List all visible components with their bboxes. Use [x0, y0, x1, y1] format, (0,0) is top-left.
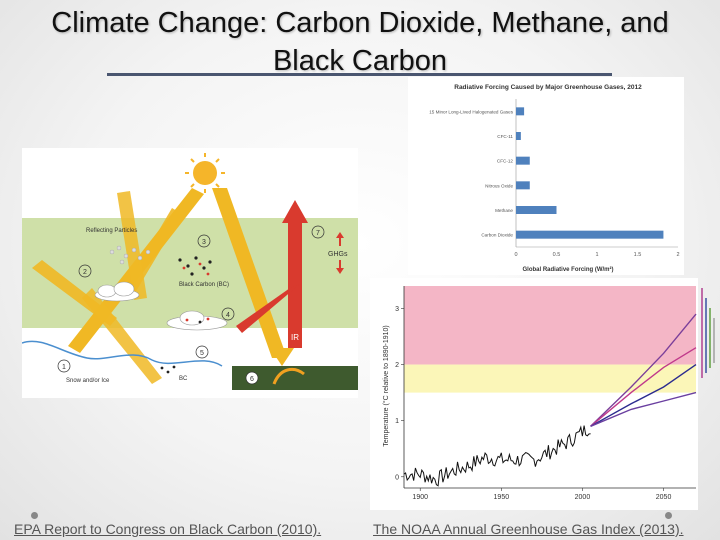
bar — [516, 107, 525, 116]
projection-series-line — [590, 347, 697, 427]
bar-chart-x-tick: 2 — [676, 252, 679, 258]
bar-category-label: Nitrous Oxide — [485, 183, 513, 188]
temperature-chart-x-tick: 1950 — [494, 494, 510, 501]
radiative-forcing-chart: Radiative Forcing Caused by Major Greenh… — [408, 77, 684, 275]
reflecting-particles-cluster — [109, 245, 151, 265]
temperature-projection-chart: Temperature (°C relative to 1890-1910) 0… — [370, 278, 698, 510]
reflected-ray-3 — [82, 288, 162, 384]
reflected-ray-2 — [117, 191, 147, 300]
step-markers: 1 2 3 4 5 6 7 — [57, 225, 325, 385]
infrared-arrow-head — [282, 200, 308, 223]
bar-chart-x-tick: 0 — [514, 252, 517, 258]
infrared-branch — [236, 284, 300, 333]
warming-band-pink — [404, 286, 696, 365]
bar-chart-xlabel: Global Radiative Forcing (W/m²) — [522, 266, 613, 273]
snow-ice-surface — [21, 340, 223, 367]
right-source-link[interactable]: The NOAA Annual Greenhouse Gas Index (20… — [373, 521, 684, 537]
black-carbon-particles-cluster — [178, 256, 212, 276]
bc-label: BC — [179, 376, 188, 382]
step-marker-7: 7 — [316, 230, 320, 237]
bar — [516, 156, 530, 165]
cloud-icon — [94, 281, 140, 302]
black-carbon-label: Black Carbon (BC) — [179, 282, 229, 288]
heat-particles-cluster — [182, 262, 210, 276]
bar-chart-x-tick: 0.5 — [553, 252, 561, 258]
snow-ice-label: Snow and/or Ice — [66, 378, 110, 384]
bc-on-snow-particles — [160, 365, 176, 374]
projection-series-line — [590, 391, 697, 427]
temperature-chart-y-tick: 2 — [395, 362, 399, 369]
title-divider — [107, 73, 612, 76]
bar-chart-x-tick: 1.5 — [634, 252, 642, 258]
temperature-chart-x-tick: 2000 — [575, 494, 591, 501]
temperature-projection-chart-svg: Temperature (°C relative to 1890-1910) 0… — [382, 286, 697, 501]
step-marker-5: 5 — [200, 350, 204, 357]
step-marker-1: 1 — [62, 364, 66, 371]
bar-category-label: CFC-11 — [497, 134, 513, 139]
bc-cloud-icon — [166, 310, 228, 331]
left-source-link[interactable]: EPA Report to Congress on Black Carbon (… — [14, 521, 322, 537]
ghg-arrows-icon — [336, 232, 344, 274]
bar-category-label: 15 Minor Long-Lived Halogenated Gases — [429, 109, 513, 114]
slide-title: Climate Change: Carbon Dioxide, Methane,… — [0, 4, 720, 80]
ghgs-label: GHGs — [328, 251, 348, 258]
temperature-chart-y-tick: 0 — [395, 474, 399, 481]
bar-category-label: CFC-12 — [497, 159, 514, 164]
right-caption-bullet — [665, 512, 672, 519]
bar-chart-x-tick: 1 — [595, 252, 598, 258]
bar-category-label: Carbon Dioxide — [481, 233, 513, 238]
slide-accent-lines — [701, 288, 715, 378]
step-marker-3: 3 — [202, 239, 206, 246]
bar-chart-title: Radiative Forcing Caused by Major Greenh… — [454, 84, 642, 91]
reflecting-particles-label: Reflecting Particles — [86, 228, 137, 234]
slide-title-line-2: Black Carbon — [272, 45, 448, 77]
black-carbon-diagram: IR GHGs Reflecting Particles Black Carbo… — [21, 148, 358, 398]
temperature-chart-x-tick: 2050 — [656, 494, 672, 501]
bar — [516, 230, 664, 239]
temperature-chart-y-tick: 3 — [395, 306, 399, 313]
temperature-chart-x-tick: 1900 — [412, 494, 428, 501]
temperature-chart-ylabel: Temperature (°C relative to 1890-1910) — [382, 325, 390, 446]
sunlight-ray-down — [212, 188, 287, 358]
bar — [516, 181, 530, 190]
sun-icon — [185, 153, 225, 193]
ir-label: IR — [291, 333, 299, 342]
step-marker-4: 4 — [226, 312, 230, 319]
radiative-forcing-chart-svg: Radiative Forcing Caused by Major Greenh… — [429, 84, 679, 273]
projection-series-line — [590, 364, 697, 427]
infrared-arrow-shaft — [288, 223, 302, 348]
surface-heat-arrow-icon — [272, 367, 305, 385]
left-caption-bullet — [31, 512, 38, 519]
bar — [516, 206, 557, 214]
step-marker-2: 2 — [83, 269, 87, 276]
bar-category-label: Methane — [495, 208, 513, 213]
observed-temperature-line — [403, 425, 591, 487]
step-marker-6: 6 — [250, 376, 254, 383]
sunlight-ray-arrowhead — [270, 348, 294, 366]
warming-band-yellow — [404, 364, 696, 393]
temperature-chart-y-tick: 1 — [395, 418, 399, 425]
projection-series-line — [590, 313, 697, 427]
slide-title-line-1: Climate Change: Carbon Dioxide, Methane,… — [51, 7, 669, 39]
bar — [516, 132, 521, 140]
black-carbon-diagram-svg: IR GHGs Reflecting Particles Black Carbo… — [21, 153, 358, 390]
